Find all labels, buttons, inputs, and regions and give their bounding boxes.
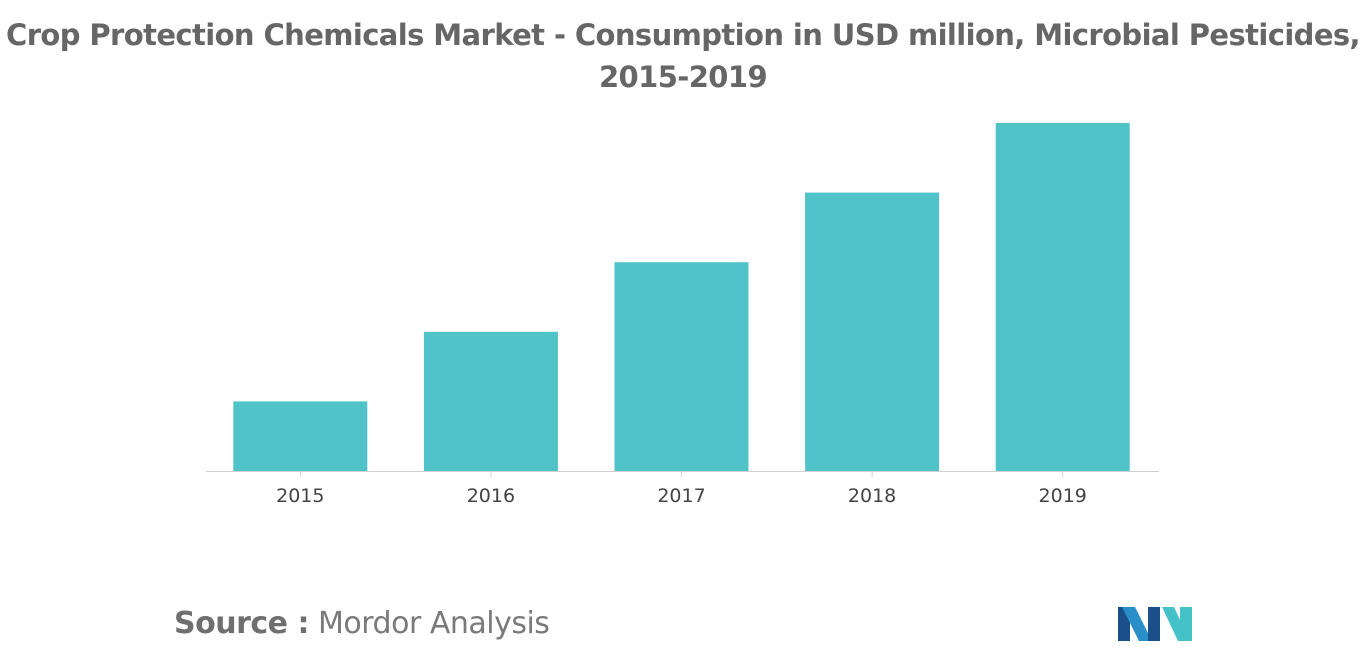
logo-left-diagonal	[1122, 607, 1152, 641]
x-tick-label-2018: 2018	[848, 485, 896, 507]
source-label: Source :	[174, 606, 309, 641]
bar-2016	[423, 331, 558, 471]
bar-2015	[233, 401, 368, 471]
source-line: Source : Mordor Analysis	[174, 606, 550, 641]
bar-2017	[614, 262, 749, 471]
chart-title-line-2: 2015-2019	[598, 60, 768, 94]
x-tick-labels-layer: 2015 2016 2017 2018 2019	[276, 485, 1087, 507]
x-ticks-layer	[299, 471, 1064, 477]
bar-chart: 2015 2016 2017 2018 2019	[206, 123, 1159, 507]
chart-title: Crop Protection Chemicals Market - Consu…	[0, 14, 1366, 98]
chart-title-line-1: Crop Protection Chemicals Market - Consu…	[6, 18, 1361, 52]
bar-2019	[995, 123, 1130, 471]
logo-right-stem	[1180, 607, 1192, 641]
source-value: Mordor Analysis	[318, 606, 550, 641]
x-tick-label-2017: 2017	[657, 485, 705, 507]
mordor-intelligence-logo	[1118, 607, 1192, 641]
x-tick-label-2016: 2016	[467, 485, 515, 507]
x-tick-label-2019: 2019	[1039, 485, 1087, 507]
bar-2018	[805, 192, 940, 471]
x-tick-label-2015: 2015	[276, 485, 324, 507]
logo-middle-stem	[1148, 607, 1160, 641]
bars-layer	[233, 123, 1130, 471]
